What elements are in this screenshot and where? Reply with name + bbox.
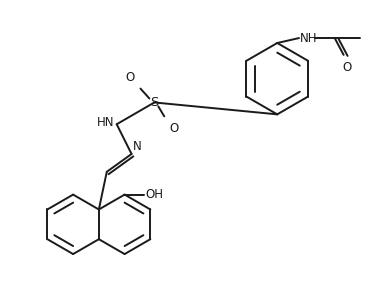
Text: N: N bbox=[133, 140, 141, 153]
Text: OH: OH bbox=[146, 188, 163, 201]
Text: O: O bbox=[342, 61, 351, 74]
Text: HN: HN bbox=[97, 116, 114, 129]
Text: S: S bbox=[150, 96, 159, 109]
Text: O: O bbox=[125, 71, 135, 84]
Text: O: O bbox=[169, 122, 178, 135]
Text: NH: NH bbox=[300, 32, 317, 45]
